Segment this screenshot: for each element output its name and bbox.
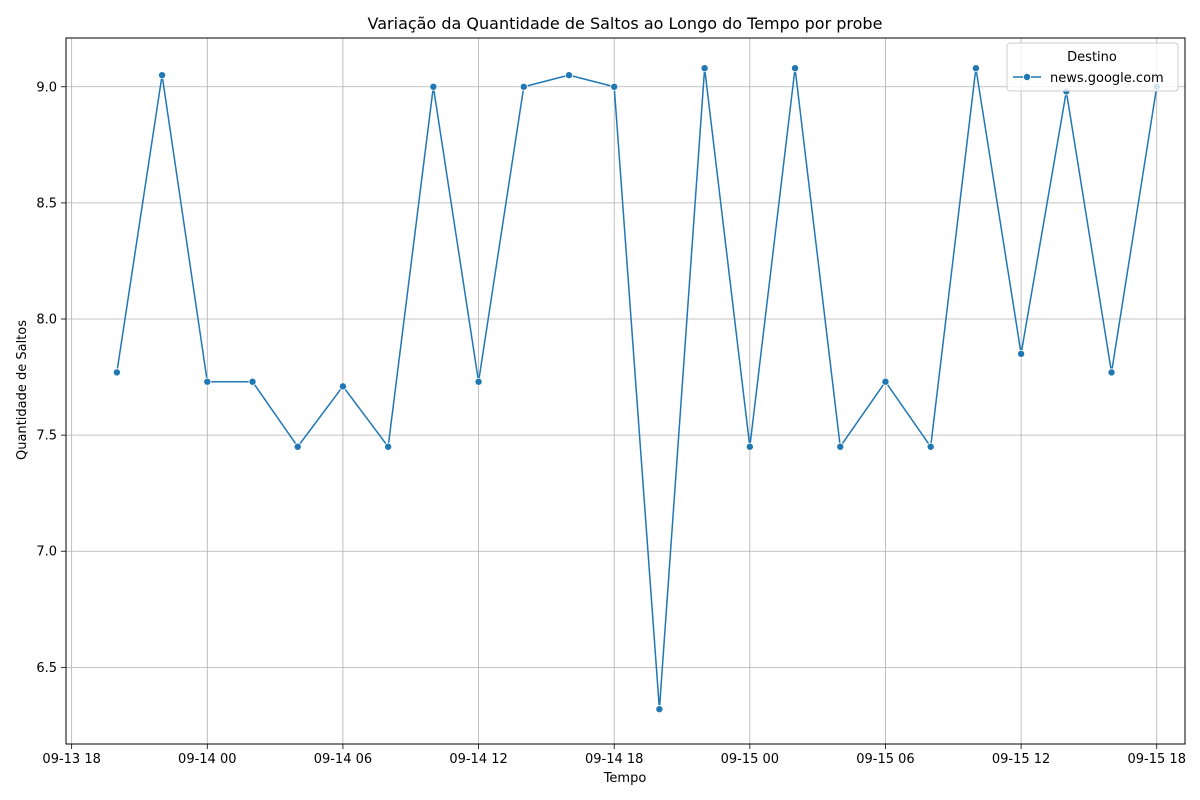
data-point	[881, 377, 890, 386]
y-tick-label: 9.0	[36, 80, 57, 95]
x-tick-label: 09-14 06	[314, 752, 372, 767]
data-point	[474, 377, 483, 386]
x-axis-label: Tempo	[603, 771, 647, 786]
legend-title: Destino	[1067, 50, 1117, 65]
data-point	[791, 64, 800, 73]
y-axis-label: Quantidade de Saltos	[15, 320, 30, 460]
x-tick-label: 09-15 00	[721, 752, 779, 767]
x-tick-label: 09-15 06	[856, 752, 914, 767]
legend-series-label: news.google.com	[1050, 71, 1164, 86]
y-tick-label: 8.0	[36, 313, 57, 328]
plot-area	[65, 37, 1186, 745]
data-point	[158, 71, 167, 80]
data-point	[1017, 349, 1026, 358]
data-point	[429, 82, 438, 91]
data-point	[293, 442, 302, 451]
plot-background	[66, 38, 1185, 744]
x-tick-label: 09-13 18	[42, 752, 100, 767]
series-layer	[112, 64, 1161, 714]
x-tick-label: 09-14 12	[449, 752, 507, 767]
data-point	[203, 377, 212, 386]
data-point	[610, 82, 619, 91]
y-tick-label: 6.5	[36, 661, 57, 676]
data-point	[519, 82, 528, 91]
y-axis-ticks: 6.5 7.0 7.5 8.0 8.5 9.0	[36, 80, 66, 676]
x-tick-label: 09-14 00	[178, 752, 236, 767]
data-point	[112, 368, 121, 377]
legend-series-marker	[1023, 73, 1032, 82]
y-tick-label: 8.5	[36, 196, 57, 211]
y-tick-label: 7.5	[36, 429, 57, 444]
x-tick-label: 09-14 18	[585, 752, 643, 767]
y-tick-label: 7.0	[36, 545, 57, 560]
data-point	[700, 64, 709, 73]
data-point	[248, 377, 257, 386]
data-point	[1107, 368, 1116, 377]
data-point	[384, 442, 393, 451]
data-point	[655, 705, 664, 714]
data-point	[338, 382, 347, 391]
x-tick-label: 09-15 12	[992, 752, 1050, 767]
data-point	[926, 442, 935, 451]
grid-lines	[66, 38, 1185, 744]
data-point	[745, 442, 754, 451]
data-point	[836, 442, 845, 451]
series-line	[116, 67, 1158, 710]
legend: Destino news.google.com	[1006, 42, 1179, 92]
legend-box	[1006, 42, 1179, 92]
x-axis-ticks: 09-13 18 09-14 00 09-14 06 09-14 12 09-14 18…	[42, 744, 1186, 767]
plot-frame	[65, 37, 1186, 745]
data-point	[564, 71, 573, 80]
x-tick-label: 09-15 18	[1128, 752, 1186, 767]
chart-title: Variação da Quantidade de Saltos ao Long…	[368, 14, 883, 33]
data-point	[971, 64, 980, 73]
